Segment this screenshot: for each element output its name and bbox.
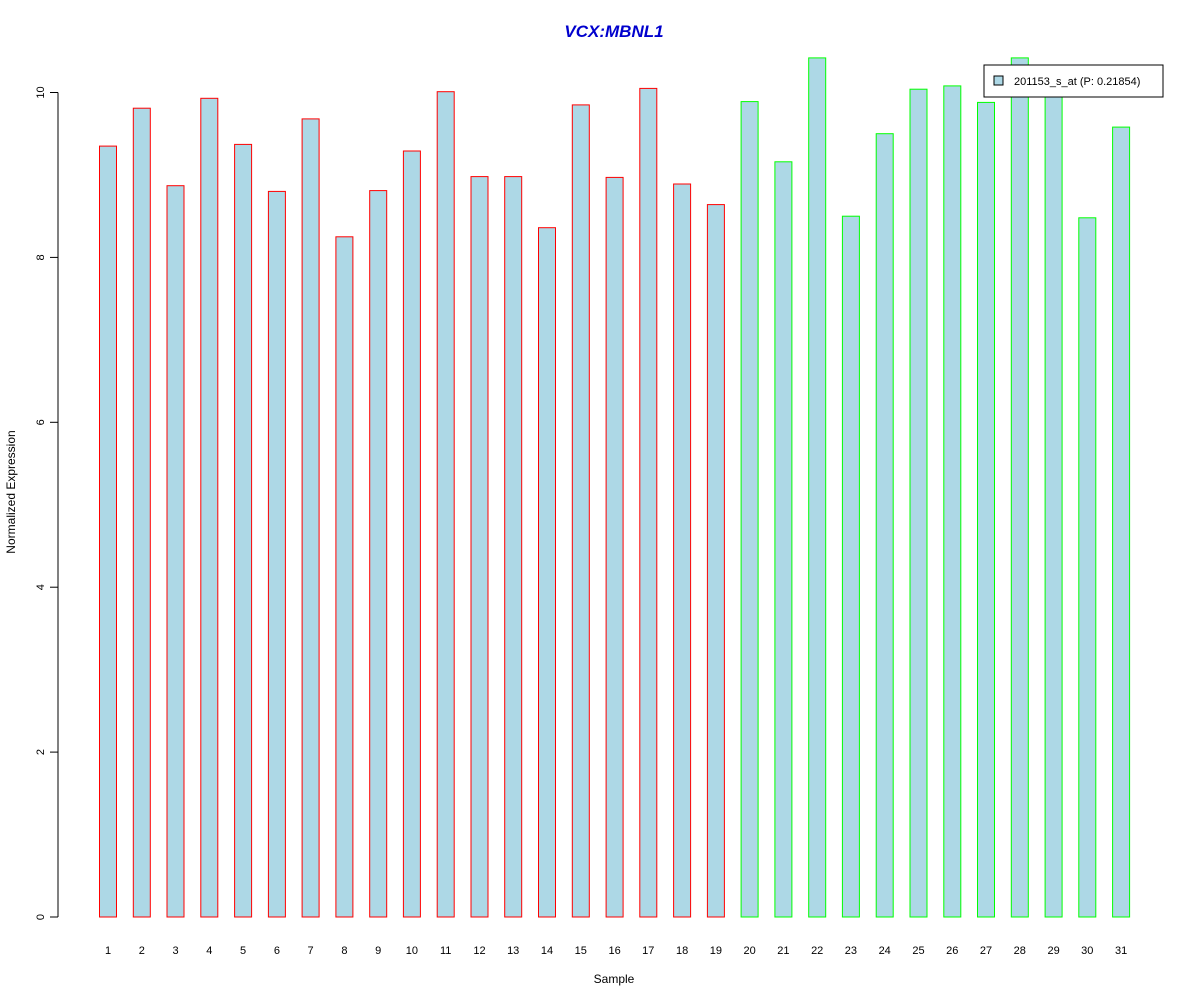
bar-sample-19 <box>706 204 725 918</box>
y-tick-label: 2 <box>35 749 47 755</box>
x-tick-label: 4 <box>206 945 212 957</box>
x-tick-label: 24 <box>879 945 891 957</box>
legend-swatch <box>993 75 1004 86</box>
x-tick-label: 23 <box>845 945 857 957</box>
x-tick-label: 19 <box>710 945 722 957</box>
x-tick-label: 13 <box>507 945 519 957</box>
bar-sample-2 <box>132 107 151 918</box>
bar-sample-25 <box>909 88 928 918</box>
x-tick-label: 6 <box>274 945 280 957</box>
x-tick-label: 2 <box>139 945 145 957</box>
x-tick-label: 7 <box>308 945 314 957</box>
x-axis-label: Sample <box>594 972 635 986</box>
x-tick-label: 15 <box>575 945 587 957</box>
x-tick-label: 3 <box>172 945 178 957</box>
x-tick-label: 27 <box>980 945 992 957</box>
bar-sample-12 <box>470 176 489 918</box>
x-tick-label: 9 <box>375 945 381 957</box>
x-tick-label: 20 <box>743 945 755 957</box>
legend-box <box>983 64 1164 98</box>
y-tick-label: 8 <box>35 254 47 260</box>
bar-sample-14 <box>538 227 556 918</box>
x-tick-label: 28 <box>1014 945 1026 957</box>
bar-sample-9 <box>369 190 388 918</box>
chart-title: VCX:MBNL1 <box>564 22 663 41</box>
x-tick-label: 22 <box>811 945 823 957</box>
bar-sample-26 <box>943 85 962 918</box>
bars <box>99 57 1131 918</box>
bar-sample-3 <box>166 185 185 918</box>
bar-sample-31 <box>1112 126 1131 918</box>
bar-sample-30 <box>1078 217 1097 918</box>
bar-sample-28 <box>1010 57 1029 918</box>
bar-sample-8 <box>335 236 354 918</box>
x-tick-label: 30 <box>1081 945 1093 957</box>
legend-entry-label: 201153_s_at (P: 0.21854) <box>1014 76 1140 88</box>
bar-sample-21 <box>774 161 793 918</box>
bar-sample-29 <box>1044 85 1063 918</box>
y-tick-label: 0 <box>35 914 47 920</box>
bar-sample-13 <box>504 176 523 918</box>
y-axis: 0 2 4 6 8 10 <box>35 86 59 920</box>
y-tick-label: 4 <box>35 584 47 590</box>
bar-sample-22 <box>808 57 827 918</box>
x-tick-label: 12 <box>473 945 485 957</box>
x-tick-label: 8 <box>341 945 347 957</box>
bar-sample-11 <box>436 91 455 918</box>
bar-sample-24 <box>875 133 894 918</box>
x-tick-label: 18 <box>676 945 688 957</box>
bar-sample-10 <box>402 150 421 918</box>
x-tick-label: 16 <box>608 945 620 957</box>
bar-sample-5 <box>234 143 253 918</box>
x-axis-tick-labels: 1 2 3 4 5 6 7 8 9 10 11 12 13 14 15 16 17 18 19 20 21 22 23 24 2… <box>105 945 1127 957</box>
bar-sample-1 <box>99 145 117 918</box>
x-tick-label: 10 <box>406 945 418 957</box>
y-tick-label: 10 <box>35 86 47 98</box>
x-tick-label: 29 <box>1047 945 1059 957</box>
x-tick-label: 21 <box>777 945 789 957</box>
bar-sample-23 <box>841 215 860 918</box>
x-tick-label: 11 <box>440 945 451 957</box>
y-tick-label: 6 <box>35 419 47 425</box>
bar-sample-15 <box>571 104 590 918</box>
bar-sample-7 <box>301 118 320 918</box>
y-axis-label: Normalized Expression <box>4 430 18 553</box>
x-tick-label: 31 <box>1115 945 1127 957</box>
bar-sample-18 <box>673 183 692 918</box>
legend: 201153_s_at (P: 0.21854) <box>983 64 1164 98</box>
x-tick-label: 1 <box>105 945 111 957</box>
bar-sample-20 <box>740 101 759 918</box>
bar-sample-6 <box>267 190 286 918</box>
x-tick-label: 5 <box>240 945 246 957</box>
bar-sample-17 <box>639 87 658 918</box>
x-tick-label: 26 <box>946 945 958 957</box>
bar-sample-27 <box>977 101 995 918</box>
bar-sample-4 <box>200 97 219 918</box>
x-tick-label: 14 <box>541 945 553 957</box>
x-tick-label: 17 <box>642 945 654 957</box>
bar-sample-16 <box>605 176 624 918</box>
x-tick-label: 25 <box>912 945 924 957</box>
